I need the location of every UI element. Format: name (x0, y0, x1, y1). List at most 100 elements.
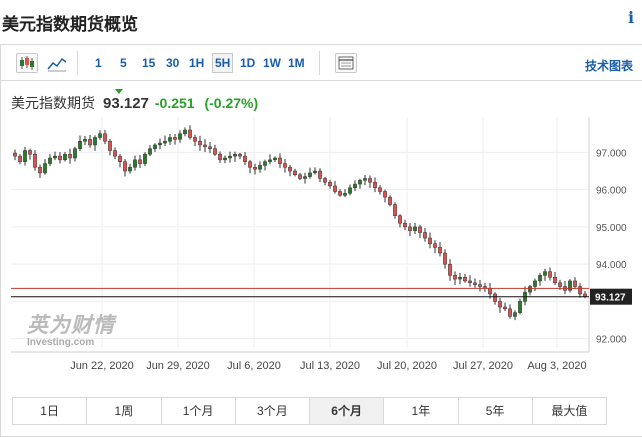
candle-body (473, 282, 477, 285)
info-icon[interactable]: i (628, 8, 635, 27)
candle-body (353, 183, 357, 189)
range-1m[interactable]: 1个月 (161, 398, 236, 424)
candle-body (393, 204, 397, 216)
watermark-en: Investing.com (27, 337, 95, 348)
candle-body (173, 137, 177, 140)
candle-body (468, 280, 472, 284)
timeframe-15[interactable]: 15 (142, 56, 156, 70)
candle-body (443, 252, 447, 265)
range-3m[interactable]: 3个月 (235, 398, 310, 424)
timeframe-30[interactable]: 30 (166, 56, 180, 70)
candle-body (138, 159, 142, 164)
y-tick-label: 95.000 (596, 223, 627, 234)
candle-body (543, 271, 547, 276)
candle-body (553, 276, 557, 284)
y-tick-label: 96.000 (596, 186, 627, 197)
x-tick-label: Jul 13, 2020 (300, 360, 360, 372)
last-price: 93.127 (103, 95, 149, 112)
candle-body (373, 181, 377, 189)
candle-body (313, 170, 317, 174)
candle-body (383, 191, 387, 198)
candle-body (298, 174, 302, 179)
tech-chart-link[interactable]: 技术图表 (584, 59, 633, 73)
range-6m[interactable]: 6个月 (310, 398, 385, 424)
candle-body (333, 185, 337, 192)
candle-body (28, 150, 32, 155)
timeframe-1h[interactable]: 1H (189, 56, 205, 70)
candle-body (43, 163, 47, 174)
range-5y[interactable]: 5年 (458, 398, 533, 424)
candle-body (158, 142, 162, 146)
candle-body (193, 137, 197, 142)
candle-body (368, 178, 372, 183)
candle-body (68, 154, 72, 159)
candle-body (303, 176, 307, 179)
timeframe-5[interactable]: 5 (120, 56, 127, 70)
candle-body (188, 129, 192, 138)
y-tick-label: 97.000 (596, 148, 627, 159)
price-chart[interactable]: 97.000 96.000 95.000 94.000 92.000 Jun 22, 20… (1, 45, 642, 375)
candle-body (163, 140, 167, 144)
candle-body (83, 139, 87, 142)
candle-body (438, 247, 442, 254)
chart-toolbar: 1 5 15 30 1H 5H 1D 1W 1M 技术图表 (1, 45, 642, 81)
candle-body (283, 163, 287, 168)
page-title: 美元指数期货概览 (2, 15, 138, 34)
candle-body (88, 139, 92, 146)
candle-body (498, 301, 502, 308)
candle-body (123, 161, 127, 172)
candle-body (548, 271, 552, 278)
timeframe-1m[interactable]: 1M (288, 56, 305, 70)
candle-body (323, 178, 327, 183)
candle-body (238, 154, 242, 157)
candle-body (213, 148, 217, 155)
timeframe-1w[interactable]: 1W (263, 56, 281, 70)
instrument-name: 美元指数期货 (11, 95, 95, 111)
chart-panel: 1 5 15 30 1H 5H 1D 1W 1M 技术图表 美元指数期货 93.1… (0, 44, 642, 437)
candle-body (428, 237, 432, 244)
timeframe-1[interactable]: 1 (95, 56, 102, 70)
candle-body (113, 150, 117, 157)
quote-header: 美元指数期货 93.127 -0.251 (-0.27%) (11, 93, 258, 113)
range-1y[interactable]: 1年 (384, 398, 459, 424)
candle-body (448, 263, 452, 276)
x-tick-label: Jul 6, 2020 (227, 360, 281, 372)
candle-body (388, 196, 392, 205)
candle-body (153, 144, 157, 149)
timeframe-5h[interactable]: 5H (212, 53, 234, 73)
watermark-cn: 英为财情 (27, 314, 115, 337)
candle-body (293, 170, 297, 175)
range-max[interactable]: 最大值 (532, 398, 606, 424)
price-change-percent: (-0.27%) (204, 95, 259, 111)
candle-body (268, 159, 272, 162)
candle-body (363, 178, 367, 181)
candle-body (208, 146, 212, 149)
candle-body (273, 157, 277, 161)
area-chart-icon[interactable] (45, 53, 67, 73)
candle-body (508, 308, 512, 317)
candle-body (128, 167, 132, 172)
candle-body (573, 280, 577, 287)
range-1d[interactable]: 1日 (13, 398, 88, 424)
candle-body (38, 167, 42, 174)
candle-body (103, 133, 107, 142)
investing-watermark: 英为财情 Investing.com (27, 309, 115, 348)
candle-body (248, 161, 252, 168)
candle-body (338, 191, 342, 196)
candle-body (403, 222, 407, 228)
candle-body (458, 276, 462, 280)
candle-body (133, 159, 137, 168)
candle-body (378, 187, 382, 192)
x-tick-label: Aug 3, 2020 (527, 360, 586, 372)
timeframe-1d[interactable]: 1D (240, 56, 256, 70)
x-tick-label: Jun 22, 2020 (70, 360, 134, 372)
candle-body (463, 276, 467, 282)
x-tick-label: Jun 29, 2020 (146, 360, 210, 372)
candlestick-icon[interactable] (16, 53, 38, 73)
range-1w[interactable]: 1周 (87, 398, 162, 424)
candle-body (108, 140, 112, 151)
candle-body (308, 172, 312, 177)
candle-body (568, 280, 572, 291)
x-tick-label: Jul 20, 2020 (377, 360, 437, 372)
calendar-icon[interactable] (335, 53, 357, 73)
